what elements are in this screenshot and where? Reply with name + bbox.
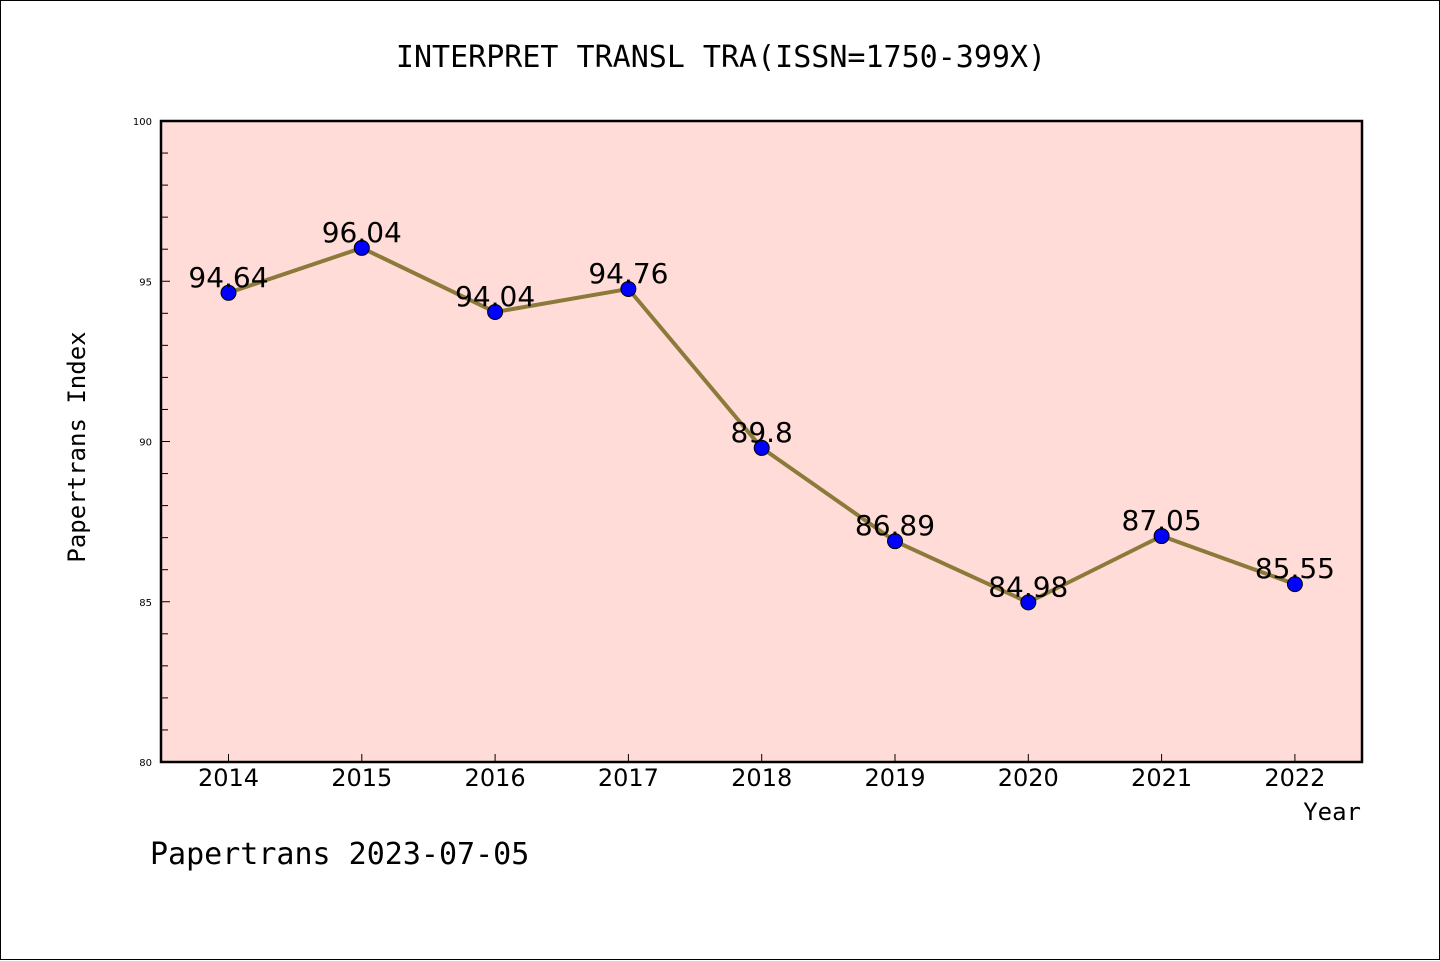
data-label: 84.98 bbox=[988, 570, 1068, 603]
x-tick-label: 2021 bbox=[1131, 764, 1192, 792]
y-tick-label: 80 bbox=[139, 758, 152, 769]
data-label: 87.05 bbox=[1122, 504, 1202, 537]
data-point bbox=[220, 284, 237, 301]
footer-text: Papertrans 2023-07-05 bbox=[150, 837, 529, 872]
chart-title: INTERPRET TRANSL TRA(ISSN=1750-399X) bbox=[396, 40, 1046, 75]
data-point bbox=[487, 304, 504, 321]
x-tick-label: 2015 bbox=[331, 764, 392, 792]
data-point bbox=[1020, 594, 1037, 611]
data-label: 94.64 bbox=[188, 261, 268, 294]
y-tick-label: 85 bbox=[139, 598, 152, 609]
y-axis: 80 85 90 95 100 bbox=[133, 117, 170, 769]
data-label: 94.76 bbox=[588, 257, 668, 290]
x-tick-label: 2020 bbox=[998, 764, 1059, 792]
data-point bbox=[1286, 576, 1303, 593]
data-point bbox=[1153, 528, 1170, 545]
data-point bbox=[887, 533, 903, 550]
data-label: 96.04 bbox=[322, 216, 402, 249]
data-labels: 94.64 96.04 94.04 94.76 89.8 86.89 84.98 87.05 8… bbox=[188, 216, 1335, 603]
x-tick-label: 2018 bbox=[731, 764, 792, 792]
x-tick-label: 2016 bbox=[465, 764, 526, 792]
y-axis-label: Papertrans Index bbox=[63, 331, 91, 562]
series-markers bbox=[220, 239, 1303, 611]
data-label: 94.04 bbox=[455, 280, 535, 313]
data-label: 89.8 bbox=[731, 416, 793, 449]
x-tick-label: 2017 bbox=[598, 764, 659, 792]
data-point bbox=[353, 239, 370, 256]
data-point bbox=[620, 280, 637, 297]
data-point bbox=[753, 439, 770, 456]
data-label: 86.89 bbox=[855, 509, 935, 542]
y-tick-label: 95 bbox=[139, 277, 152, 288]
x-tick-label: 2022 bbox=[1264, 764, 1325, 792]
x-tick-label: 2019 bbox=[864, 764, 925, 792]
x-tick-label: 2014 bbox=[198, 764, 259, 792]
x-axis: 2014 2015 2016 2017 2018 2019 2020 2021 2022 bbox=[198, 754, 1325, 792]
y-tick-label: 90 bbox=[139, 438, 152, 449]
y-tick-label: 100 bbox=[133, 117, 152, 128]
x-axis-label: Year bbox=[1303, 798, 1361, 826]
data-label: 85.55 bbox=[1255, 552, 1335, 585]
